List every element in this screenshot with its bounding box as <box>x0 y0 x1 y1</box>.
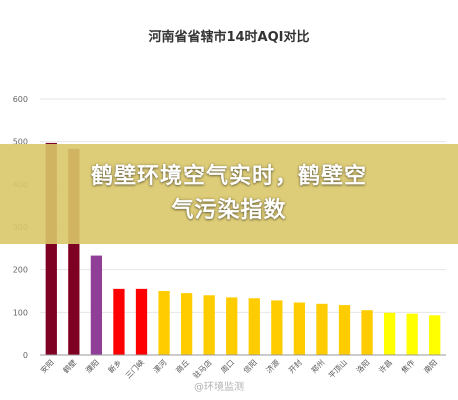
x-tick-label: 安阳 <box>38 357 56 375</box>
bar-8 <box>226 297 238 355</box>
bar-15 <box>383 312 396 355</box>
bar-16 <box>406 313 418 355</box>
bar-1 <box>68 148 80 355</box>
bar-2 <box>90 255 103 355</box>
bar-3 <box>113 288 125 355</box>
bars <box>45 142 441 355</box>
y-tick-label: 200 <box>13 266 28 275</box>
bar-14 <box>361 310 373 355</box>
x-tick-label: 南阳 <box>421 357 439 375</box>
x-tick-label: 商丘 <box>173 357 191 375</box>
bar-17 <box>429 315 441 355</box>
chart-title: 河南省省辖市14时AQI对比 <box>148 30 310 45</box>
y-tick-label: 600 <box>13 95 28 104</box>
bar-11 <box>293 302 306 355</box>
x-tick-label: 鹤壁 <box>61 357 79 375</box>
bar-13 <box>338 305 351 355</box>
x-tick-label: 周口 <box>219 358 236 375</box>
x-tick-label: 开封 <box>286 357 304 375</box>
bar-6 <box>180 293 193 355</box>
x-tick-label: 郑州 <box>309 357 327 375</box>
bar-9 <box>248 298 260 355</box>
x-tick-label: 焦作 <box>399 357 417 375</box>
y-tick-label: 0 <box>23 351 28 360</box>
x-tick-label: 平顶山 <box>326 357 349 380</box>
x-tick-label: 洛阳 <box>354 357 372 375</box>
bar-10 <box>271 300 283 355</box>
x-tick-label: 济源 <box>264 357 282 375</box>
x-tick-label: 驻马店 <box>191 357 214 380</box>
headline-banner: 鹤壁环境空气实时，鹤壁空 气污染指数 <box>0 144 458 244</box>
y-tick-label: 100 <box>13 308 28 317</box>
headline-line-1: 鹤壁环境空气实时，鹤壁空 <box>90 164 367 189</box>
x-tick-label: 三门峡 <box>123 357 146 380</box>
headline-line-2: 气污染指数 <box>171 198 287 223</box>
watermark: @环境监测 <box>194 382 244 393</box>
bar-4 <box>135 288 148 355</box>
y-tick-label: 500 <box>13 138 28 147</box>
bar-7 <box>203 295 215 355</box>
x-tick-label: 新乡 <box>106 357 124 375</box>
x-axis-ticks: 安阳 鹤壁 濮阳 新乡 三门峡 漯河 商丘 驻马店 周口 信阳 济源 开封 郑州 平顶山 洛阳 许昌 焦作 南阳 <box>38 357 439 380</box>
bar-0 <box>45 142 57 355</box>
x-tick-label: 信阳 <box>241 357 259 375</box>
x-tick-label: 濮阳 <box>83 357 101 375</box>
bar-12 <box>316 303 328 355</box>
bar-5 <box>158 291 170 355</box>
x-tick-label: 漯河 <box>151 357 169 375</box>
x-tick-label: 许昌 <box>376 357 394 375</box>
